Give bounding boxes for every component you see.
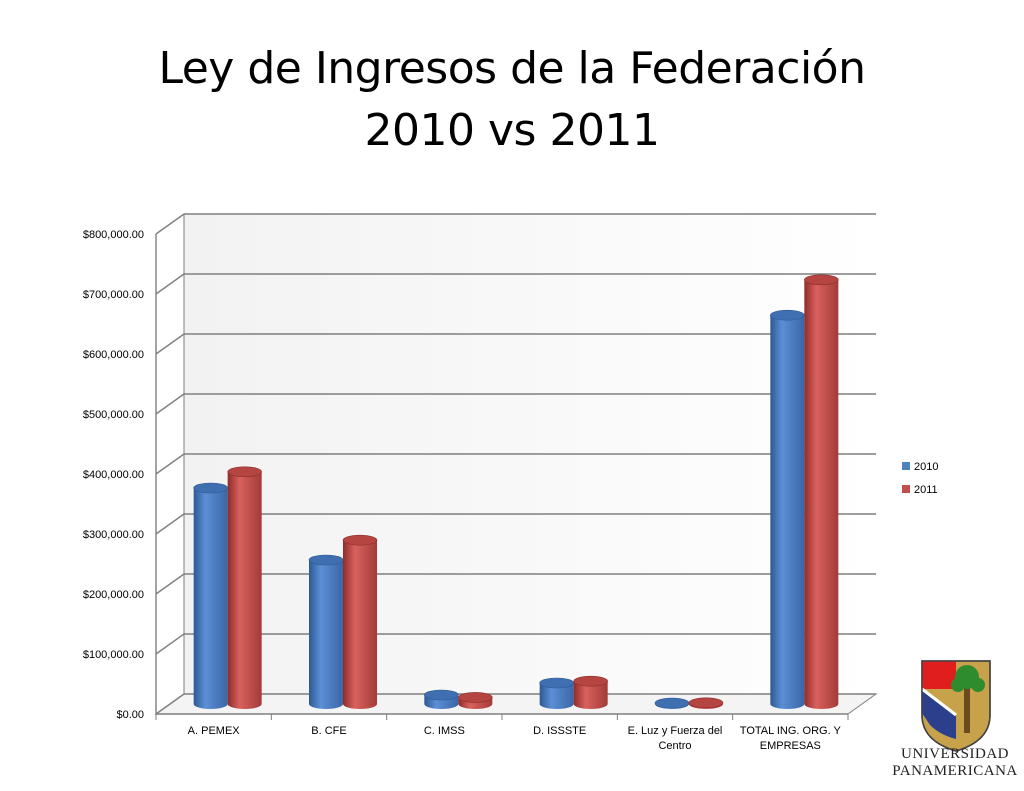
slide-title: Ley de Ingresos de la Federación 2010 vs…	[0, 38, 1024, 162]
legend-swatch-2011	[902, 485, 910, 493]
gridline-depth	[155, 333, 185, 355]
logo-text-line2: PANAMERICANA	[892, 763, 1018, 779]
x-tick-label: D. ISSSTE	[533, 725, 586, 737]
slide-title-line2: 2010 vs 2011	[364, 105, 660, 156]
bar-2011	[342, 534, 378, 709]
x-tick-label: A. PEMEX	[188, 725, 241, 737]
gridline-depth	[155, 573, 185, 595]
bar-2010	[770, 309, 805, 709]
gridline-depth	[155, 513, 185, 535]
x-tick-label: Centro	[658, 740, 691, 752]
x-tick-label: EMPRESAS	[760, 740, 821, 752]
x-tick-label: TOTAL ING. ORG. Y	[740, 725, 842, 737]
y-tick-label: $500,000.00	[83, 409, 144, 421]
logo-text-line1: UNIVERSIDAD	[901, 746, 1009, 762]
bar-2011	[458, 692, 493, 709]
bar-2011	[227, 466, 262, 709]
universidad-panamericana-logo	[921, 660, 991, 752]
bar-2010	[308, 554, 344, 709]
gridline-depth	[155, 633, 185, 655]
x-tick-label: B. CFE	[311, 725, 346, 737]
x-tick-label: E. Luz y Fuerza del	[628, 725, 723, 737]
bar-2011	[688, 697, 724, 709]
y-tick-label: $0.00	[116, 709, 144, 721]
slide-title-line1: Ley de Ingresos de la Federación	[158, 43, 866, 94]
logo-text: UNIVERSIDAD PANAMERICANA	[890, 746, 1020, 780]
legend-label-2010: 2010	[914, 461, 938, 473]
y-tick-label: $400,000.00	[83, 469, 144, 481]
x-tick-label: C. IMSS	[424, 725, 465, 737]
legend-swatch-2010	[902, 462, 910, 470]
gridline-depth	[155, 453, 185, 475]
plot-floor	[154, 693, 878, 715]
bar-2010	[654, 697, 690, 709]
y-tick-label: $700,000.00	[83, 289, 144, 301]
gridline-depth	[155, 393, 185, 415]
legend-label-2011: 2011	[914, 484, 938, 496]
y-tick-label: $300,000.00	[83, 529, 144, 541]
bar-2010	[424, 689, 459, 709]
y-tick-label: $600,000.00	[83, 349, 144, 361]
gridline-depth	[155, 213, 185, 235]
bar-2011	[573, 675, 608, 709]
bar-2011	[804, 274, 839, 709]
gridline-depth	[155, 693, 185, 715]
y-tick-label: $100,000.00	[83, 649, 144, 661]
gridline-depth	[155, 273, 185, 295]
y-tick-label: $800,000.00	[83, 229, 144, 241]
bar-2010	[539, 677, 574, 709]
bar-2010	[193, 482, 228, 709]
y-tick-label: $200,000.00	[83, 589, 144, 601]
